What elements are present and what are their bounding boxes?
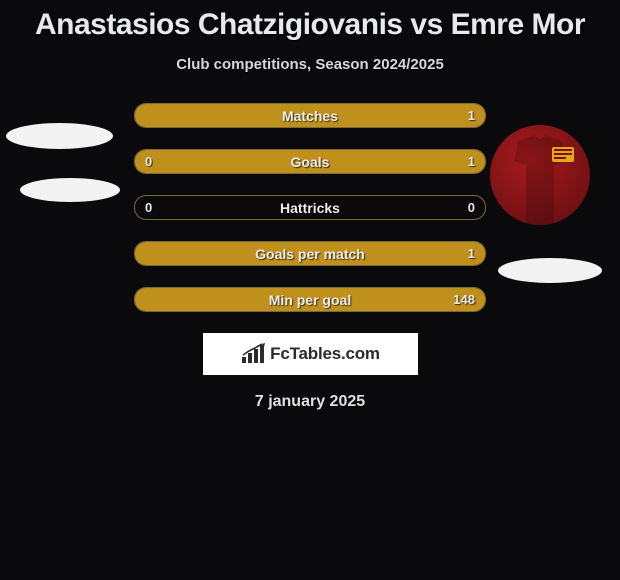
stat-value-right: 1 [468, 104, 475, 127]
stat-row: Matches1 [134, 103, 486, 128]
stat-value-right: 148 [453, 288, 475, 311]
page-title: Anastasios Chatzigiovanis vs Emre Mor [0, 0, 620, 42]
subtitle: Club competitions, Season 2024/2025 [0, 56, 620, 73]
brand-box: FcTables.com [203, 333, 418, 375]
stat-value-left: 0 [145, 150, 152, 173]
stats-container: Matches1Goals01Hattricks00Goals per matc… [134, 103, 486, 312]
jersey-icon [490, 125, 590, 225]
stat-label: Min per goal [135, 288, 485, 311]
stat-row: Goals per match1 [134, 241, 486, 266]
stat-label: Goals [135, 150, 485, 173]
player-left-shape-1 [6, 123, 113, 149]
brand-name: FcTables.com [270, 344, 380, 364]
stat-row: Hattricks0 0 [134, 195, 486, 220]
stat-label: Hattricks [135, 196, 485, 219]
stat-row: Min per goal148 [134, 287, 486, 312]
stat-value-right: 1 [468, 242, 475, 265]
player-right-shape [498, 258, 602, 283]
stat-value-right: 0 [468, 196, 475, 219]
stat-label: Matches [135, 104, 485, 127]
brand-chart-icon [240, 343, 266, 365]
stat-row: Goals0 1 [134, 149, 486, 174]
player-right-avatar [490, 125, 590, 225]
stat-value-right: 1 [468, 150, 475, 173]
player-left-shape-2 [20, 178, 120, 202]
date-text: 7 january 2025 [0, 393, 620, 411]
stat-label: Goals per match [135, 242, 485, 265]
stat-value-left: 0 [145, 196, 152, 219]
